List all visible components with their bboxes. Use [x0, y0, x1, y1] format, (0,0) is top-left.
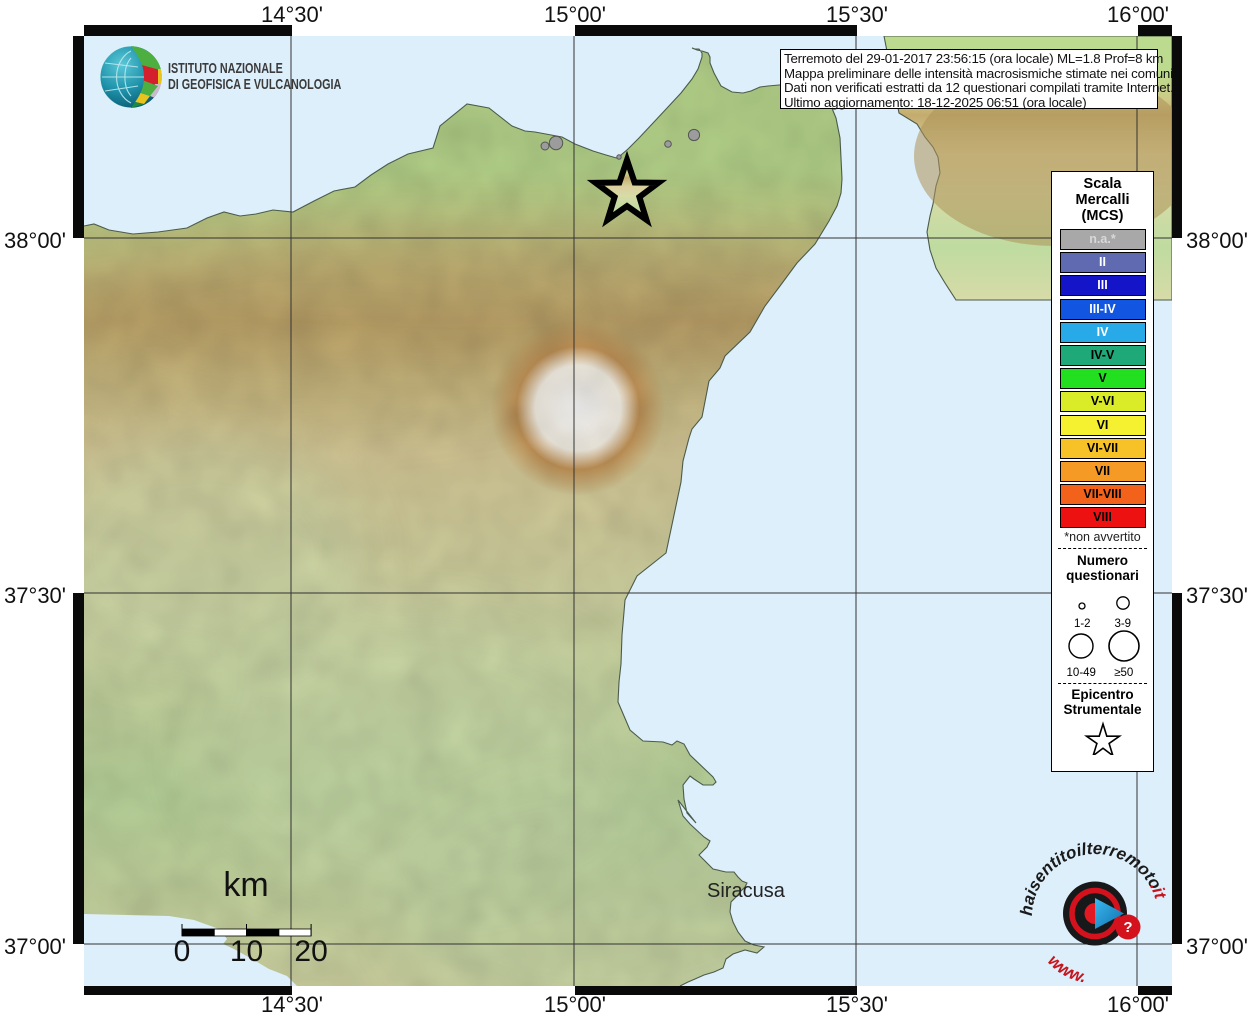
- svg-text:ISTITUTO NAZIONALE: ISTITUTO NAZIONALE: [168, 59, 283, 76]
- svg-text:10: 10: [230, 935, 263, 968]
- svg-text:Siracusa: Siracusa: [707, 880, 786, 902]
- svg-text:?: ?: [1123, 919, 1132, 936]
- svg-text:km: km: [223, 866, 268, 904]
- svg-text:20: 20: [294, 935, 327, 968]
- svg-text:0: 0: [174, 935, 191, 968]
- svg-text:DI GEOFISICA E VULCANOLOGIA: DI GEOFISICA E VULCANOLOGIA: [168, 75, 342, 92]
